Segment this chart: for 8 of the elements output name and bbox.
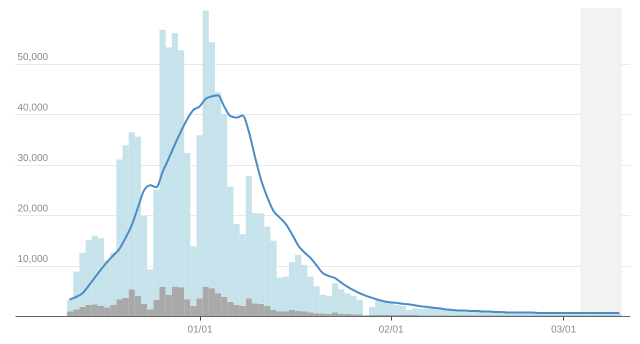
x-tick-label: 02/01 — [378, 324, 404, 336]
x-tick-label: 01/01 — [188, 324, 214, 336]
x-tick-label: 03/01 — [551, 324, 577, 336]
y-tick-label: 50,000 — [18, 52, 49, 64]
y-tick-label: 40,000 — [18, 102, 49, 114]
y-tick-label: 10,000 — [18, 254, 49, 266]
y-tick-label: 30,000 — [18, 153, 49, 164]
y-tick-label: 20,000 — [18, 204, 49, 215]
